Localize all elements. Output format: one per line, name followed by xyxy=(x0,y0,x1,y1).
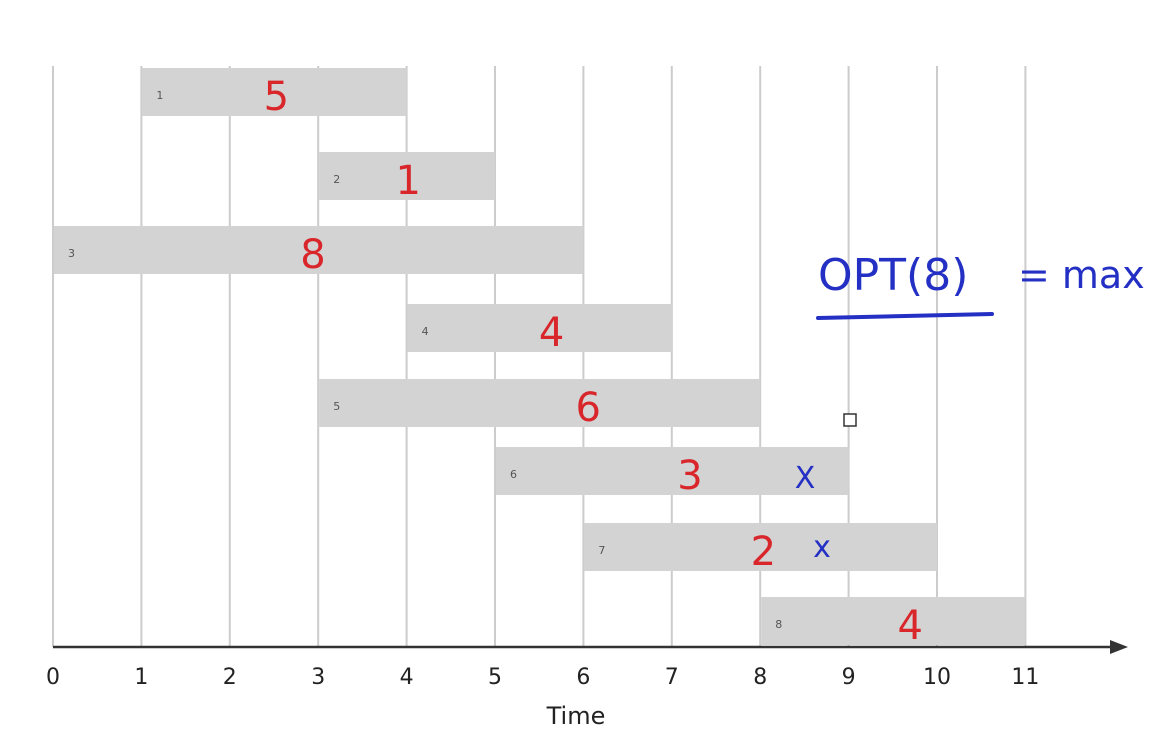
equals-max-text: = max xyxy=(1018,253,1145,297)
x-tick-label: 7 xyxy=(665,665,679,690)
x-axis-arrow xyxy=(1110,640,1128,654)
interval-bar xyxy=(761,597,1026,645)
interval-bar xyxy=(407,304,672,352)
interval-weight-label: 1 xyxy=(395,158,420,204)
x-tick-label: 3 xyxy=(311,665,325,690)
x-tick-label: 11 xyxy=(1011,665,1039,690)
interval-weight-label: 8 xyxy=(300,232,325,278)
opt-underline xyxy=(816,312,994,320)
x-tick-label: 4 xyxy=(400,665,414,690)
interval-bar xyxy=(54,226,584,274)
interval-id-label: 3 xyxy=(68,247,75,260)
x-tick-label: 1 xyxy=(134,665,148,690)
interval-id-label: 1 xyxy=(156,89,163,102)
cursor-handle xyxy=(843,413,857,427)
x-tick-label: 8 xyxy=(753,665,767,690)
interval-weight-label: 4 xyxy=(539,310,564,356)
x-tick-label: 5 xyxy=(488,665,502,690)
interval-weight-label: 5 xyxy=(264,74,289,120)
interval-weight-label: 4 xyxy=(897,603,922,649)
x-tick-label: 6 xyxy=(576,665,590,690)
interval-id-label: 6 xyxy=(510,468,517,481)
x-tick-label: 0 xyxy=(46,665,60,690)
interval-weight-label: 6 xyxy=(575,385,600,431)
cross-mark: x xyxy=(813,530,831,565)
interval-id-label: 7 xyxy=(598,544,605,557)
cross-marks: Xx xyxy=(795,461,831,565)
interval-bar xyxy=(142,68,407,116)
opt-annotation: OPT(8) = max xyxy=(816,250,1145,320)
x-tick-label: 10 xyxy=(923,665,951,690)
interval-id-label: 5 xyxy=(333,400,340,413)
cross-mark: X xyxy=(795,461,816,496)
time-axis: 0 1 2 3 4 5 6 7 8 9 10 11 xyxy=(46,640,1128,690)
interval-weight-label: 2 xyxy=(751,529,776,575)
interval-bar xyxy=(584,523,937,571)
opt-label: OPT(8) xyxy=(818,250,968,301)
interval-bar xyxy=(319,379,761,427)
interval-bar xyxy=(496,447,849,495)
x-tick-label: 2 xyxy=(223,665,237,690)
interval-id-label: 2 xyxy=(333,173,340,186)
interval-bar xyxy=(319,152,495,200)
interval-id-label: 4 xyxy=(422,325,429,338)
x-tick-label: 9 xyxy=(842,665,856,690)
x-axis-label: Time xyxy=(546,702,606,730)
interval-weight-label: 3 xyxy=(677,453,702,499)
interval-id-label: 8 xyxy=(775,618,782,631)
